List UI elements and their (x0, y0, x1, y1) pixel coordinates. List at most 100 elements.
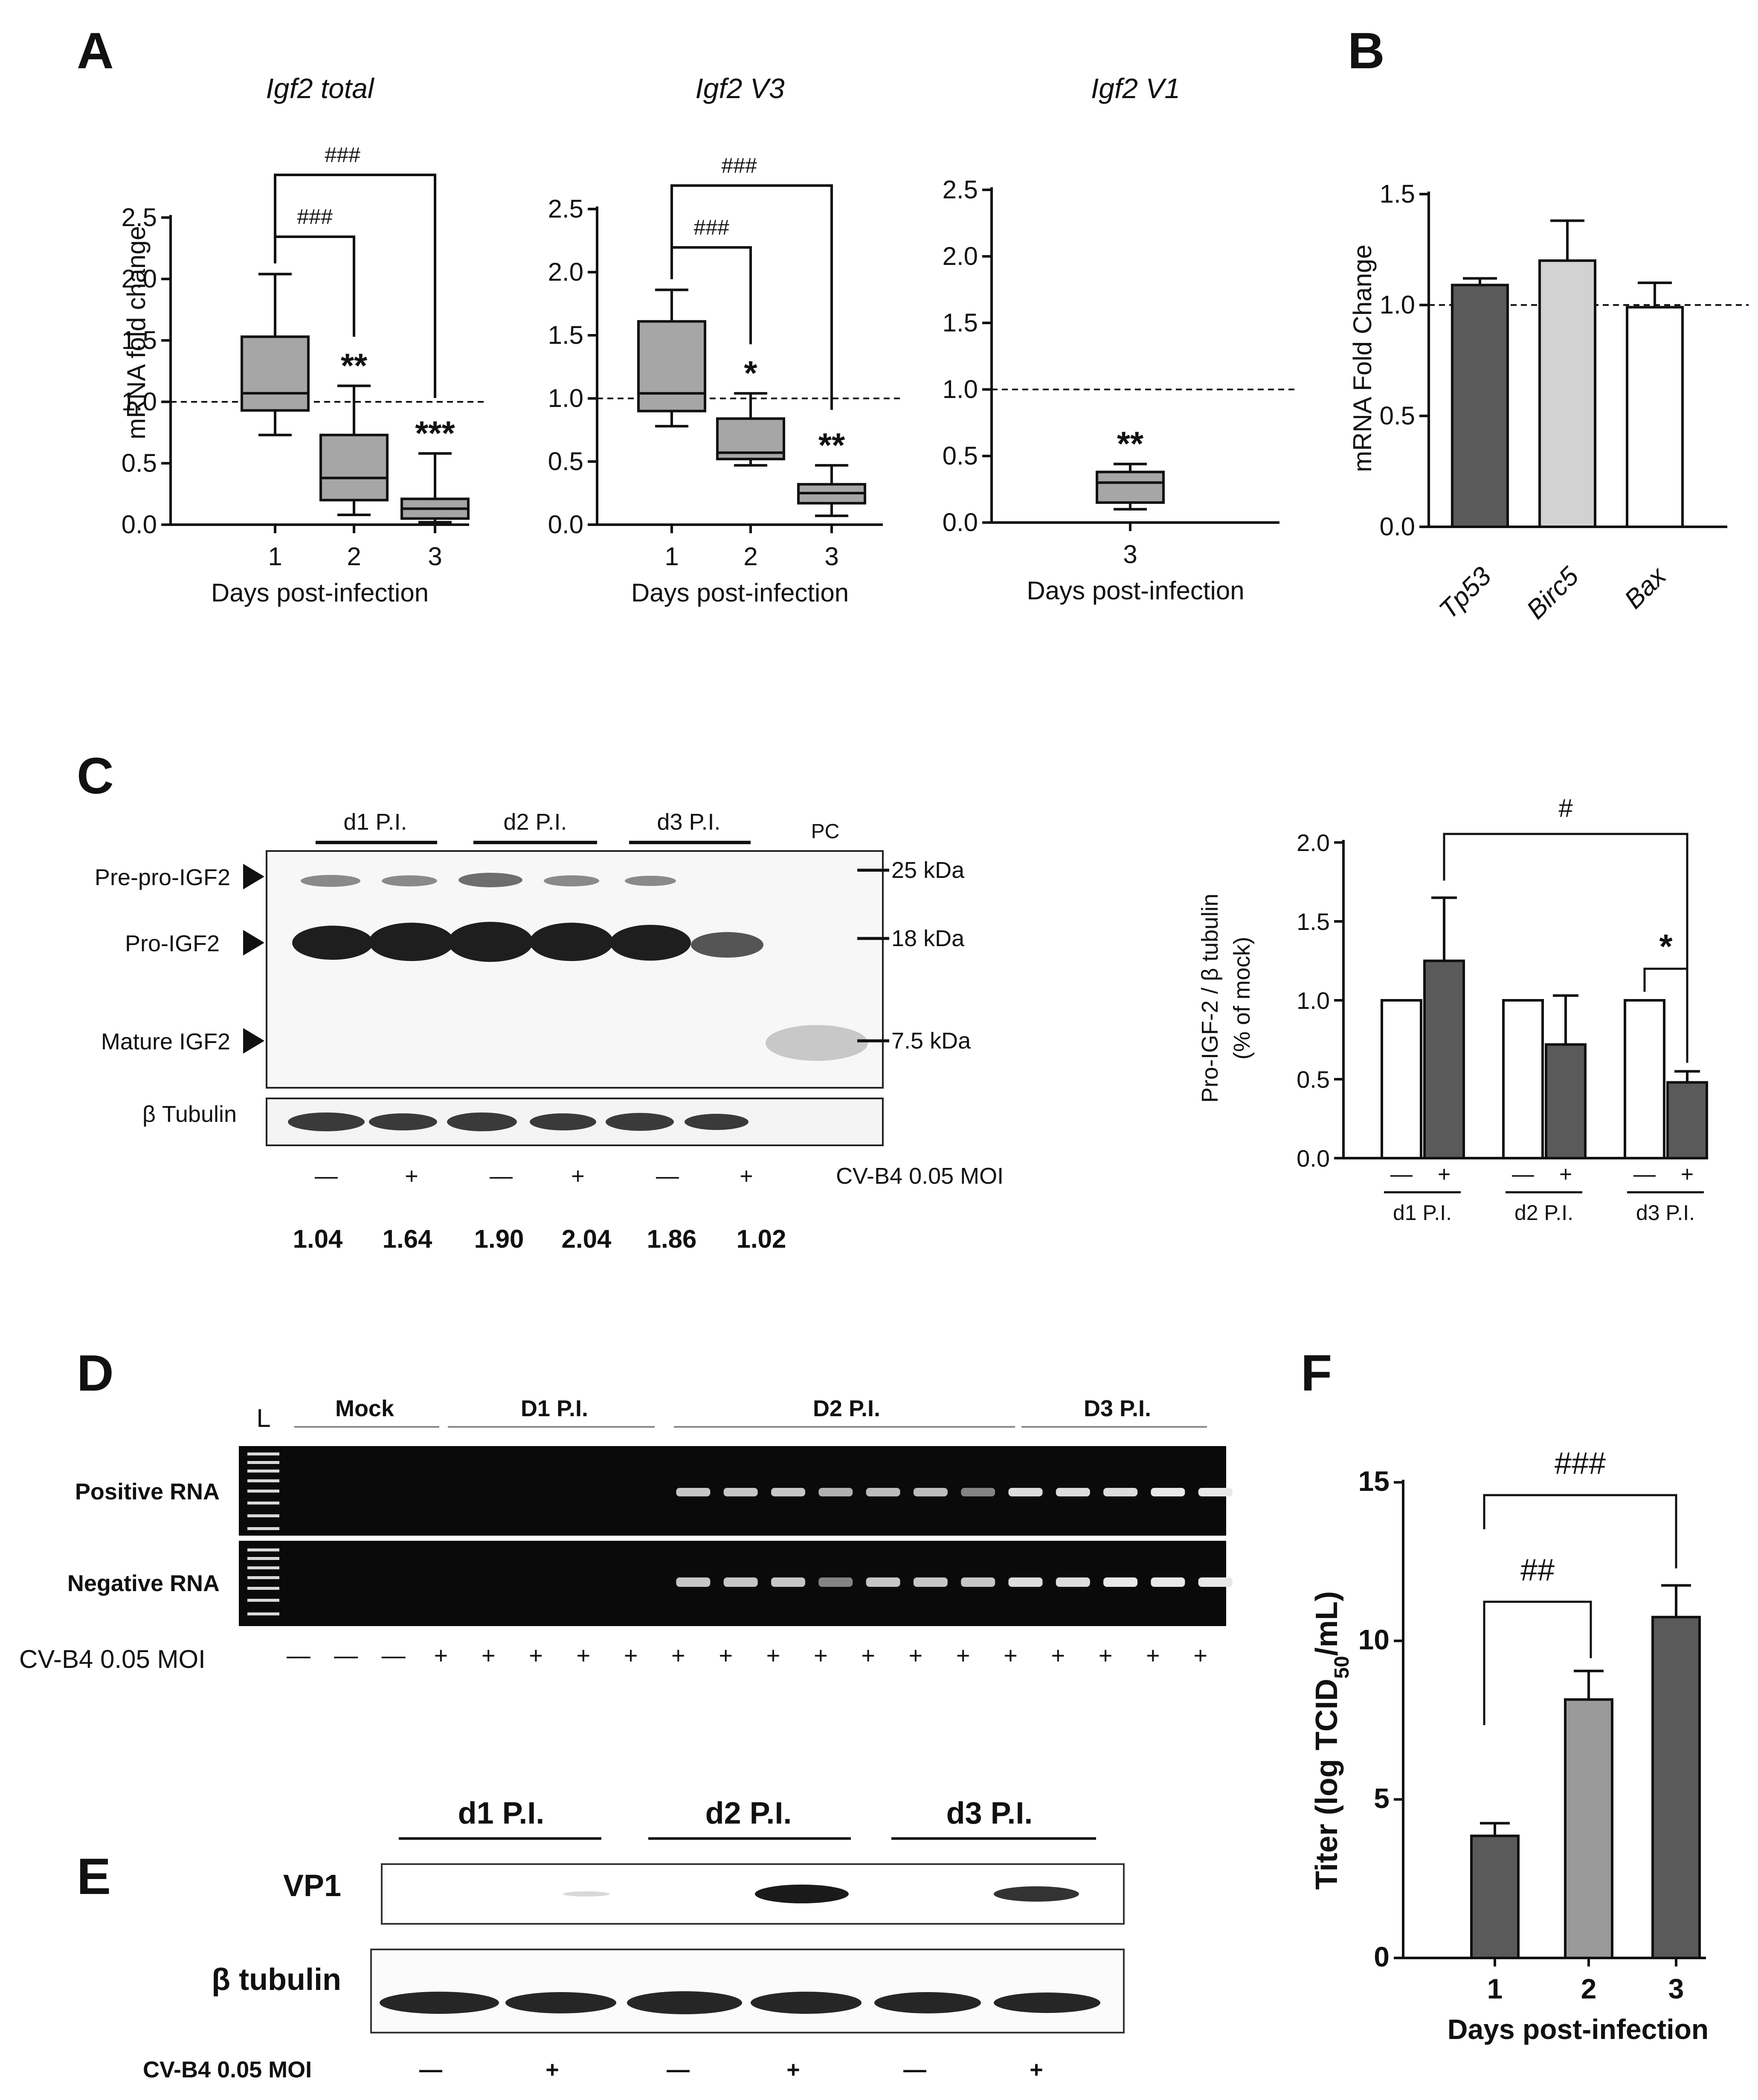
treatment-sign: + (766, 1642, 780, 1669)
panel-c-ylabel2: (% of mock) (1229, 937, 1255, 1060)
band (544, 875, 599, 886)
ladder-band (247, 1502, 279, 1505)
blot-e-lane-d1: d1 P.I. (458, 1796, 545, 1830)
panel-c-blot: d1 P.I. d2 P.I. d3 P.I. PC Pre-pro- (95, 809, 1004, 1253)
box (1096, 471, 1165, 504)
dna-band (1056, 1577, 1090, 1587)
dna-band (676, 1577, 711, 1587)
gel-d-group-d1: D1 P.I. (521, 1396, 588, 1421)
gel-d-group-mock: Mock (335, 1396, 395, 1421)
blot-e-treatment-label: CV-B4 0.05 MOI (143, 2057, 312, 2083)
band (691, 932, 763, 958)
arrowhead-icon (243, 930, 264, 956)
y-tick-label: 0.5 (548, 447, 583, 476)
significance-bracket (1483, 1494, 1677, 1568)
ratio-value: 1.90 (474, 1225, 524, 1253)
dna-band (1151, 1577, 1185, 1587)
ladder-band (247, 1490, 279, 1493)
treatment-sign: + (1051, 1642, 1065, 1669)
blot-c-tubulin-bands (288, 1112, 748, 1131)
ladder-band (247, 1566, 279, 1569)
significance-bracket (274, 235, 355, 337)
treatment-sign: — (334, 1642, 358, 1669)
treatment-sign: — (667, 2057, 690, 2083)
band (447, 1112, 517, 1131)
ratio-value: 1.86 (647, 1225, 697, 1253)
ladder-band (247, 1576, 279, 1579)
dna-band (771, 1488, 805, 1496)
bracket-label: ### (721, 154, 757, 177)
panel-letter-a: A (77, 22, 114, 79)
blot-c-pc-smear (766, 1025, 868, 1061)
bar-day-3 (1651, 1615, 1701, 1960)
x-tick-label: 3 (1123, 540, 1137, 569)
x-axis-label: Days post-infection (631, 578, 849, 607)
panel-c-chart: Pro-IGF-2 / β tubulin (% of mock) 0.0 0.5… (1197, 794, 1708, 1225)
blot-c-lane-d1: d1 P.I. (343, 809, 407, 835)
band (458, 873, 522, 887)
treatment-sign: — (656, 1163, 679, 1189)
treatment-sign: — (315, 1163, 338, 1189)
ratio-value: 1.64 (383, 1225, 432, 1253)
chart-igf2-v1: 0.0 0.5 1.0 1.5 2.0 2.5 Igf2 V1 Days post-infec… (943, 73, 1297, 605)
gel-d-ladder-label: L (256, 1404, 270, 1432)
dna-band (866, 1577, 900, 1587)
y-tick-label: 0 (1374, 1941, 1390, 1972)
x-tick-label: 1 (1487, 1973, 1503, 2004)
treatment-sign: + (576, 1642, 590, 1669)
y-tick-label: 1.5 (1380, 180, 1415, 208)
band (994, 1886, 1079, 1902)
treatment-sign: — (1512, 1162, 1534, 1187)
y-tick-label: 1.0 (1380, 290, 1415, 319)
group-label: d2 P.I. (1514, 1201, 1573, 1225)
y-tick-label: 2.5 (548, 195, 583, 223)
gel-d-row-label-positive: Positive RNA (75, 1479, 220, 1505)
band (610, 925, 691, 961)
panel-b-ylabel: mRNA Fold Change (1348, 244, 1377, 472)
ladder-band (247, 1514, 279, 1517)
y-tick-label: 10 (1358, 1624, 1390, 1656)
y-tick-label: 0.0 (1297, 1145, 1330, 1172)
treatment-sign: — (419, 2057, 442, 2083)
blot-c-loading-label: β Tubulin (142, 1101, 237, 1127)
band (369, 923, 454, 961)
dna-band (1103, 1577, 1138, 1587)
treatment-sign: + (1438, 1162, 1450, 1187)
panel-letter-d: D (77, 1345, 114, 1402)
panel-d-gel: L Mock D1 P.I. D2 P.I. D3 P.I. Positive … (19, 1396, 1233, 1673)
treatment-sign: + (624, 1642, 638, 1669)
arrowhead-icon (243, 864, 264, 889)
blot-c-marker-18: 18 kDa (891, 926, 965, 951)
ylabel-main: Titer (log TCID (1310, 1679, 1344, 1890)
gel-d-treatment-label: CV-B4 0.05 MOI (19, 1645, 206, 1673)
ratio-value: 2.04 (562, 1225, 612, 1253)
blot-c-pro-bands (292, 922, 763, 962)
blot-c-ratios: 1.04 1.64 1.90 2.04 1.86 1.02 (293, 1225, 786, 1253)
blot-e-lane-d3: d3 P.I. (946, 1796, 1033, 1830)
dna-band (1198, 1488, 1233, 1496)
y-tick-label: 2.0 (122, 264, 157, 293)
y-tick-label: 2.5 (122, 203, 157, 232)
ladder-band (247, 1612, 279, 1615)
blot-c-marker-25: 25 kDa (891, 857, 965, 883)
ladder-band (247, 1527, 279, 1530)
blot-c-label-pro: Pro-IGF2 (125, 931, 220, 956)
panel-letter-f: F (1301, 1345, 1332, 1402)
treatment-sign: — (287, 1642, 310, 1669)
y-tick-label: 1.0 (122, 387, 157, 416)
dna-band (913, 1577, 948, 1587)
dna-band (1198, 1577, 1233, 1587)
treatment-sign: — (903, 2057, 926, 2083)
panel-e-blot: d1 P.I. d2 P.I. d3 P.I. VP1 β tubulin CV… (143, 1796, 1125, 2083)
band (627, 1991, 742, 2014)
bracket-label: ## (1520, 1553, 1555, 1587)
band (448, 922, 533, 962)
band (530, 923, 613, 961)
chart-title: Igf2 V1 (1091, 73, 1180, 104)
band (751, 1992, 862, 2014)
panel-c-ylabel: Pro-IGF-2 / β tubulin (1197, 894, 1223, 1103)
band (505, 1992, 616, 2013)
band (874, 1992, 981, 2013)
treatment-sign: + (1099, 1642, 1113, 1669)
bracket-label: ### (693, 215, 730, 239)
